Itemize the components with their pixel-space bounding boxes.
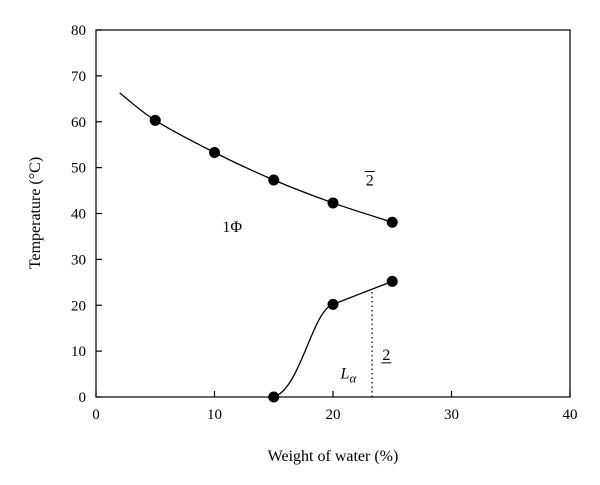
y-tick-label: 0 (79, 390, 87, 406)
x-tick-label: 40 (563, 407, 578, 423)
x-tick-label: 0 (92, 407, 100, 423)
region-annotations: 1Φ 2 Lα 2 (222, 171, 392, 386)
y-tick-label: 50 (71, 161, 86, 177)
y-tick-label: 60 (71, 115, 86, 131)
x-axis-label: Weight of water (%) (268, 448, 399, 465)
upper-boundary-line (119, 92, 393, 223)
y-tick-label: 40 (71, 207, 86, 223)
y-tick-label: 80 (71, 23, 86, 39)
x-tick-label: 30 (444, 407, 459, 423)
y-tick-label: 20 (71, 298, 86, 314)
lower-data-point (268, 391, 280, 403)
upper-data-point (386, 216, 398, 228)
phase-boundary-curves (119, 92, 393, 398)
annotation-subscript: α (349, 371, 357, 386)
lower-data-point (386, 275, 398, 287)
x-tick-label: 10 (207, 407, 222, 423)
y-tick-label: 10 (71, 344, 86, 360)
y-tick-label: 30 (71, 252, 86, 268)
y-tick-label: 70 (71, 69, 86, 85)
annotation-label: 2 (366, 173, 374, 190)
data-points (149, 114, 398, 403)
plot-frame (95, 29, 571, 398)
axis-ticks: 0 10 20 30 40 0 10 20 30 40 50 60 70 80 (71, 23, 578, 423)
annotation-label: 2 (382, 347, 390, 364)
lower-data-point (327, 298, 339, 310)
upper-data-point (327, 197, 339, 209)
lower-boundary-line (273, 280, 393, 398)
annotation-label: Lα (340, 366, 358, 386)
y-axis-label: Temperature (°C) (27, 157, 44, 269)
upper-data-point (149, 114, 161, 126)
upper-data-point (209, 146, 220, 158)
x-tick-label: 20 (326, 407, 341, 423)
upper-data-point (268, 174, 280, 186)
annotation-label: 1Φ (222, 219, 242, 236)
